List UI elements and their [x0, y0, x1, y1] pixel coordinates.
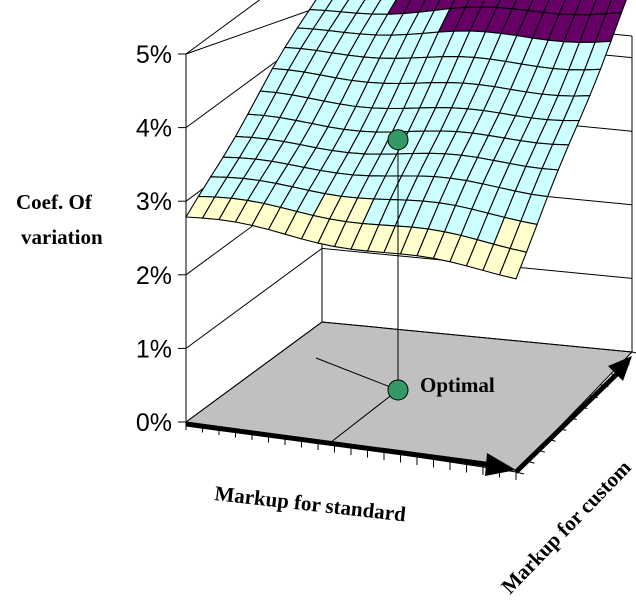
optimum-label: Optimal — [420, 373, 495, 397]
x-axis-ticks — [185, 422, 517, 480]
optimum-surface-point — [387, 129, 409, 151]
z-gridline — [185, 247, 633, 349]
optimum-x-guide — [315, 357, 399, 391]
y-tick-mark — [558, 427, 567, 431]
y-tick-mark — [600, 384, 609, 388]
y-tick-mark — [589, 395, 598, 399]
z-gridline — [185, 321, 633, 423]
response-surface — [185, 0, 627, 280]
optimum-marker-group: Optimal — [315, 129, 495, 443]
y-axis-title: Markup for custom — [496, 455, 636, 598]
wall-top-left — [185, 5, 323, 55]
z-axis-title-line2: variation — [21, 225, 103, 249]
x-axis-line — [185, 421, 501, 469]
y-tick-mark — [515, 471, 525, 475]
base-axes — [185, 351, 636, 480]
z-gridline — [185, 0, 261, 55]
optimum-floor-point — [387, 379, 409, 401]
z-tick-label: 0% — [136, 409, 172, 437]
z-tick-label: 1% — [136, 335, 172, 363]
surface-cell — [498, 247, 528, 280]
y-tick-mark — [568, 416, 577, 420]
y-axis-arrowhead — [608, 356, 632, 381]
z-tick-label: 4% — [136, 115, 172, 143]
optimum-y-guide — [330, 389, 399, 443]
y-tick-mark — [610, 373, 620, 377]
y-tick-mark — [579, 406, 588, 410]
z-tick-labels: 0% 1% 2% 3% 4% 5% — [136, 41, 186, 437]
y-axis-ticks — [515, 351, 636, 475]
z-tick-label: 5% — [136, 41, 172, 69]
z-tick-label: 2% — [136, 262, 172, 290]
x-axis-arrowhead — [485, 453, 516, 476]
z-axis-title-line1: Coef. Of — [16, 190, 93, 214]
y-tick-mark — [547, 438, 556, 442]
x-axis-title: Markup for standard — [213, 481, 407, 526]
floor — [184, 321, 634, 473]
z-tick-label: 3% — [136, 188, 172, 216]
y-tick-mark — [526, 460, 535, 464]
y-tick-mark — [536, 449, 546, 453]
y-tick-mark — [621, 362, 630, 366]
y-tick-mark — [631, 351, 636, 354]
